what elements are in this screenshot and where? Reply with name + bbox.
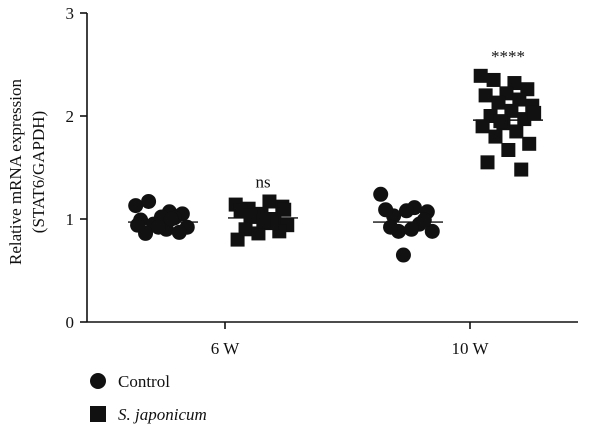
axes: 0 1 2 3 6 W 10 W [66, 4, 578, 358]
data-point [486, 72, 501, 87]
data-point [488, 129, 503, 144]
data-point [130, 217, 146, 233]
legend-circle-marker [90, 373, 106, 389]
data-point [424, 223, 440, 239]
data-point [171, 224, 187, 240]
data-point [243, 208, 258, 223]
data-point [504, 103, 519, 118]
data-point [512, 92, 527, 107]
data-point [509, 124, 524, 139]
data-point [373, 186, 389, 202]
data-point [150, 219, 166, 235]
y-axis-label-line-2: (STAT6/GAPDH) [29, 111, 48, 233]
data-point [478, 88, 493, 103]
data-point [277, 202, 292, 217]
y-axis-label-line-1: Relative mRNA expression [6, 78, 25, 265]
data-point [383, 219, 399, 235]
data-point [262, 194, 277, 209]
data-point [163, 211, 179, 227]
data-point [416, 212, 432, 228]
significance-label: **** [491, 47, 525, 66]
legend: Control S. japonicum [90, 372, 207, 424]
legend-square-marker [90, 406, 106, 422]
data-point [501, 142, 516, 157]
significance-label: ns [255, 172, 270, 191]
data-point [230, 232, 245, 247]
data-point [395, 247, 411, 263]
data-point [403, 221, 419, 237]
data-point [480, 155, 495, 170]
significance-annotations: ns **** [255, 47, 525, 192]
y-tick-label: 0 [66, 313, 75, 332]
data-point [522, 136, 537, 151]
data-point [491, 95, 506, 110]
y-axis-label: Relative mRNA expression (STAT6/GAPDH) [6, 78, 48, 265]
data-point [256, 214, 271, 229]
legend-label: S. japonicum [118, 405, 207, 424]
data-point [527, 105, 542, 120]
data-point [493, 114, 508, 129]
data-point [473, 68, 488, 83]
y-tick-label: 3 [66, 4, 75, 23]
data-point [475, 119, 490, 134]
x-tick-label: 6 W [211, 339, 240, 358]
legend-label: Control [118, 372, 170, 391]
data-point [251, 226, 266, 241]
data-point [141, 193, 157, 209]
data-point [514, 162, 529, 177]
data-point [398, 203, 414, 219]
data-marks [128, 68, 543, 263]
data-point [378, 202, 394, 218]
y-tick-label: 2 [66, 107, 75, 126]
y-tick-label: 1 [66, 210, 75, 229]
data-point [128, 198, 144, 214]
x-tick-label: 10 W [452, 339, 490, 358]
